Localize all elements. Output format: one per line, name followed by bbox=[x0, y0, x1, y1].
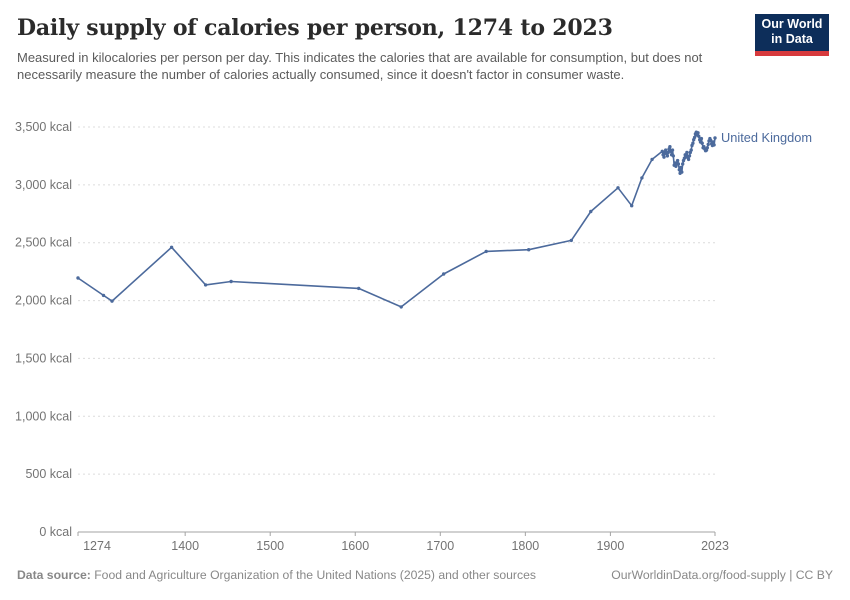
x-tick-label: 1400 bbox=[171, 539, 199, 553]
data-point[interactable] bbox=[662, 155, 666, 159]
x-axis-ticks: 1274 1400 1500 1600 1700 1800 1900 2023 bbox=[77, 532, 729, 553]
data-point[interactable] bbox=[527, 248, 531, 252]
data-point[interactable] bbox=[640, 176, 644, 180]
chart-plot[interactable]: 0 kcal 500 kcal 1,000 kcal 1,500 kcal 2,000 … bbox=[0, 0, 850, 560]
data-point[interactable] bbox=[675, 158, 680, 163]
x-tick-label: 1500 bbox=[256, 539, 284, 553]
y-tick-label: 3,000 kcal bbox=[15, 178, 72, 192]
data-point[interactable] bbox=[709, 138, 713, 142]
series-label[interactable]: United Kingdom bbox=[721, 130, 812, 145]
x-tick-label: 2023 bbox=[701, 539, 729, 553]
license-badge: CC BY bbox=[795, 568, 833, 582]
data-point[interactable] bbox=[569, 238, 573, 243]
series-line[interactable] bbox=[77, 131, 716, 308]
data-point[interactable] bbox=[357, 286, 361, 291]
data-point[interactable] bbox=[680, 170, 684, 174]
x-tick-label: 1700 bbox=[426, 539, 454, 553]
data-point[interactable] bbox=[692, 135, 697, 140]
data-point[interactable] bbox=[666, 150, 670, 155]
owid-logo-line1: Our World bbox=[761, 17, 823, 31]
y-tick-label: 1,000 kcal bbox=[15, 409, 72, 423]
data-point[interactable] bbox=[442, 272, 446, 276]
data-point[interactable] bbox=[76, 276, 80, 280]
data-point[interactable] bbox=[691, 141, 695, 145]
data-source-text: Food and Agriculture Organization of the… bbox=[94, 568, 536, 582]
footer-separator: | bbox=[789, 568, 793, 582]
x-tick-label: 1800 bbox=[511, 539, 539, 553]
data-point[interactable] bbox=[676, 162, 681, 166]
x-tick-label: 1274 bbox=[83, 539, 111, 553]
data-source: Data source: Food and Agriculture Organi… bbox=[17, 568, 536, 582]
data-point[interactable] bbox=[699, 136, 704, 141]
y-tick-label: 500 kcal bbox=[25, 467, 72, 481]
data-point[interactable] bbox=[711, 140, 715, 144]
footer-right: OurWorldinData.org/food-supply | CC BY bbox=[611, 568, 833, 582]
data-point[interactable] bbox=[616, 186, 620, 190]
data-point[interactable] bbox=[484, 249, 488, 254]
data-point[interactable] bbox=[589, 209, 593, 214]
y-tick-label: 0 kcal bbox=[39, 525, 72, 539]
data-point[interactable] bbox=[664, 148, 668, 152]
data-point[interactable] bbox=[679, 165, 683, 170]
data-point[interactable] bbox=[705, 146, 709, 150]
data-point[interactable] bbox=[685, 150, 689, 155]
data-point[interactable] bbox=[630, 204, 634, 208]
data-point[interactable] bbox=[668, 145, 672, 149]
y-tick-label: 2,000 kcal bbox=[15, 294, 72, 308]
footer: Data source: Food and Agriculture Organi… bbox=[17, 568, 833, 582]
y-tick-label: 1,500 kcal bbox=[15, 351, 72, 365]
data-point[interactable] bbox=[671, 154, 675, 158]
data-point[interactable] bbox=[229, 279, 233, 284]
owid-logo-line2: in Data bbox=[771, 32, 813, 46]
y-gridlines: 0 kcal 500 kcal 1,000 kcal 1,500 kcal 2,000 … bbox=[15, 120, 715, 539]
data-point[interactable] bbox=[665, 154, 670, 158]
x-tick-label: 1600 bbox=[341, 539, 369, 553]
data-point[interactable] bbox=[713, 136, 717, 140]
y-tick-label: 2,500 kcal bbox=[15, 236, 72, 250]
data-point[interactable] bbox=[399, 305, 403, 309]
series-united-kingdom[interactable]: United Kingdom bbox=[76, 130, 812, 309]
data-point[interactable] bbox=[670, 148, 675, 152]
x-tick-label: 1900 bbox=[596, 539, 624, 553]
data-point[interactable] bbox=[169, 245, 174, 249]
header: Daily supply of calories per person, 127… bbox=[17, 14, 837, 83]
data-point[interactable] bbox=[697, 134, 701, 138]
data-point[interactable] bbox=[689, 148, 693, 152]
data-point[interactable] bbox=[650, 157, 654, 162]
owid-logo[interactable]: Our World in Data bbox=[755, 14, 829, 56]
data-point[interactable] bbox=[706, 142, 710, 147]
y-tick-label: 3,500 kcal bbox=[15, 120, 72, 134]
data-point[interactable] bbox=[687, 154, 692, 158]
data-point[interactable] bbox=[681, 162, 685, 166]
data-point[interactable] bbox=[700, 141, 704, 145]
chart-title: Daily supply of calories per person, 127… bbox=[17, 15, 613, 41]
chart-subtitle: Measured in kilocalories per person per … bbox=[17, 50, 703, 82]
data-point[interactable] bbox=[110, 299, 114, 303]
footer-link[interactable]: OurWorldinData.org/food-supply bbox=[611, 568, 786, 582]
data-point[interactable] bbox=[203, 283, 208, 287]
data-point[interactable] bbox=[712, 143, 716, 147]
data-point[interactable] bbox=[101, 293, 106, 298]
data-source-label: Data source: bbox=[17, 568, 91, 582]
data-point[interactable] bbox=[686, 157, 691, 162]
data-point[interactable] bbox=[696, 131, 700, 135]
